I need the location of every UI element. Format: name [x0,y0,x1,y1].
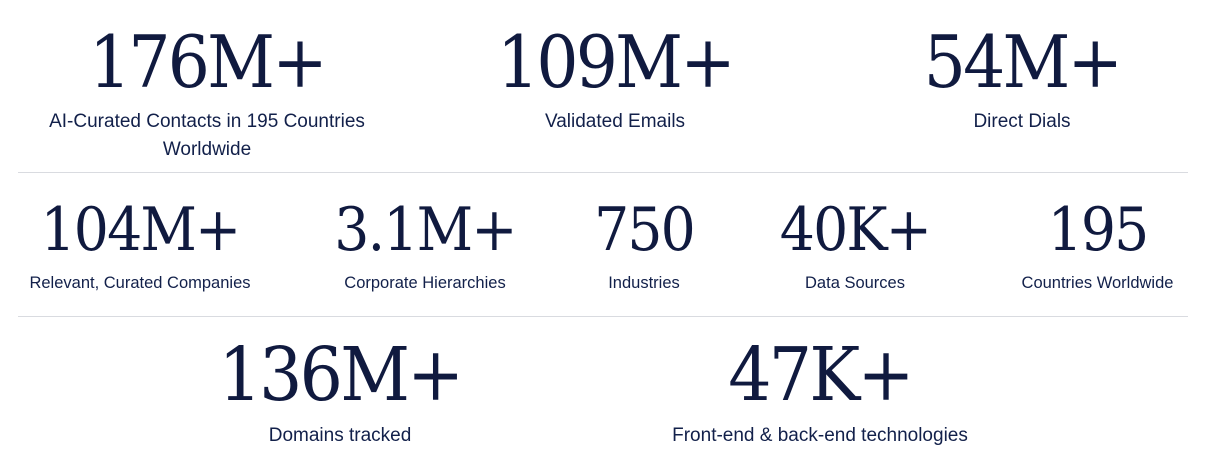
stat-value: 40K+ [779,195,932,265]
stat-technologies: 47K+ Front-end & back-end technologies [620,338,1020,450]
stat-label: Front-end & back-end technologies [672,425,968,446]
stat-label: Domains tracked [268,425,412,446]
stat-value: 54M+ [923,20,1123,104]
stat-countries: 195 Countries Worldwide [1000,200,1195,296]
stat-label: Countries Worldwide [1021,274,1174,292]
stat-direct-dials: 54M+ Direct Dials [837,26,1205,136]
stat-label: AI-Curated Contacts in 195 Countries Wor… [49,111,365,160]
stat-label: Industries [608,274,680,292]
stat-contacts: 176M+ AI-Curated Contacts in 195 Countri… [22,26,392,163]
stat-value: 47K+ [728,332,914,418]
stat-companies: 104M+ Relevant, Curated Companies [20,200,260,296]
divider-1 [18,172,1188,173]
stat-value: 136M+ [218,332,465,418]
stat-value: 109M+ [497,20,736,104]
stat-domains-tracked: 136M+ Domains tracked [180,338,500,450]
stat-label: Corporate Hierarchies [344,274,506,292]
stat-label: Relevant, Curated Companies [29,274,251,292]
stat-validated-emails: 109M+ Validated Emails [430,26,800,136]
divider-2 [18,316,1188,317]
stat-corporate-hierarchies: 3.1M+ Corporate Hierarchies [320,200,530,296]
stat-value: 750 [594,195,696,265]
stat-label: Data Sources [805,274,905,292]
stat-data-sources: 40K+ Data Sources [760,200,950,296]
stat-value: 176M+ [89,20,328,104]
stat-value: 104M+ [40,195,242,265]
stat-industries: 750 Industries [560,200,728,296]
stat-value: 195 [1047,195,1150,265]
stat-label: Validated Emails [544,111,686,132]
stat-value: 3.1M+ [334,195,517,265]
stat-label: Direct Dials [973,111,1071,132]
